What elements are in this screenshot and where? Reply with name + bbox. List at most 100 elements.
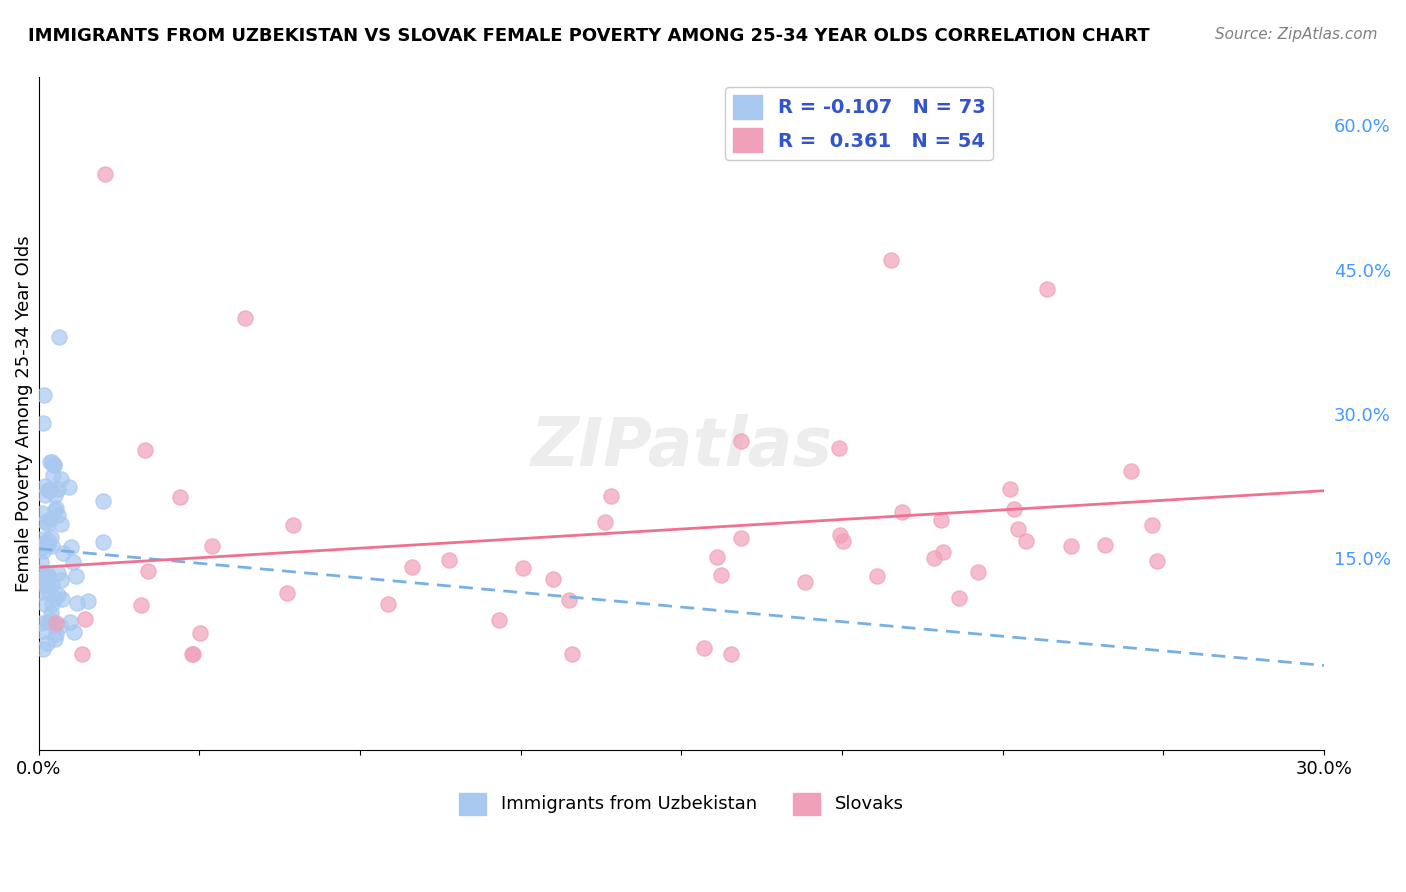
Point: [34, 515, 56, 529]
Point: [30, 555, 52, 569]
Point: [30, 576, 52, 591]
Point: [920, 137, 942, 152]
Point: [52, 546, 75, 560]
Point: [66, 596, 89, 610]
Point: [541, 572, 564, 586]
Point: [710, 568, 733, 582]
Point: [880, 252, 903, 267]
Point: [720, 647, 742, 661]
Point: [948, 591, 970, 605]
Y-axis label: Female Poverty Among 25-34 Year Olds: Female Poverty Among 25-34 Year Olds: [15, 235, 32, 592]
Point: [706, 550, 728, 565]
Point: [31, 584, 53, 599]
Point: [730, 434, 752, 449]
Point: [512, 560, 534, 574]
Point: [44, 632, 66, 647]
Point: [34, 597, 56, 611]
Point: [39, 606, 62, 620]
Point: [44, 503, 66, 517]
Point: [1002, 502, 1025, 516]
Point: [70, 647, 93, 661]
Point: [48, 330, 70, 344]
Point: [94, 167, 117, 181]
Point: [190, 626, 212, 640]
Point: [49, 516, 72, 531]
Point: [44, 591, 66, 606]
Point: [30, 532, 52, 546]
Point: [401, 559, 423, 574]
Point: [65, 568, 87, 582]
Point: [41, 539, 63, 553]
Point: [1094, 538, 1116, 552]
Point: [32, 641, 55, 656]
Point: [136, 564, 159, 578]
Point: [181, 647, 204, 661]
Point: [37, 483, 59, 497]
Point: [1060, 539, 1083, 553]
Point: [42, 468, 65, 483]
Point: [45, 501, 67, 516]
Point: [1146, 554, 1168, 568]
Point: [58, 480, 80, 494]
Text: ZIPatlas: ZIPatlas: [530, 415, 832, 481]
Point: [276, 585, 298, 599]
Point: [60, 541, 83, 555]
Point: [693, 640, 716, 655]
Point: [593, 515, 616, 529]
Point: [62, 555, 84, 569]
Point: [931, 513, 953, 527]
Point: [966, 565, 988, 579]
Point: [131, 599, 153, 613]
Point: [39, 483, 62, 497]
Point: [51, 591, 73, 606]
Point: [39, 613, 62, 627]
Point: [44, 458, 66, 472]
Point: [37, 533, 59, 547]
Point: [32, 543, 55, 558]
Point: [32, 417, 55, 431]
Point: [134, 442, 156, 457]
Point: [30, 541, 52, 556]
Point: [49, 619, 72, 633]
Point: [866, 568, 889, 582]
Point: [35, 537, 58, 551]
Point: [37, 615, 59, 629]
Point: [91, 534, 114, 549]
Point: [1119, 464, 1142, 478]
Point: [181, 647, 204, 661]
Point: [30, 573, 52, 587]
Text: IMMIGRANTS FROM UZBEKISTAN VS SLOVAK FEMALE POVERTY AMONG 25-34 YEAR OLDS CORREL: IMMIGRANTS FROM UZBEKISTAN VS SLOVAK FEM…: [28, 27, 1150, 45]
Point: [832, 534, 855, 549]
Point: [377, 598, 399, 612]
Point: [34, 537, 56, 551]
Point: [39, 530, 62, 544]
Point: [828, 528, 851, 542]
Point: [37, 517, 59, 532]
Point: [924, 551, 946, 566]
Point: [1015, 534, 1038, 549]
Point: [32, 624, 55, 639]
Text: Source: ZipAtlas.com: Source: ZipAtlas.com: [1215, 27, 1378, 42]
Point: [59, 615, 82, 629]
Point: [201, 539, 224, 553]
Point: [41, 454, 63, 468]
Point: [34, 488, 56, 502]
Point: [169, 490, 191, 504]
Point: [63, 624, 86, 639]
Point: [45, 627, 67, 641]
Point: [35, 568, 58, 582]
Point: [49, 472, 72, 486]
Point: [38, 512, 60, 526]
Point: [30, 615, 52, 630]
Point: [31, 506, 53, 520]
Point: [34, 479, 56, 493]
Point: [37, 582, 59, 597]
Point: [46, 482, 69, 496]
Point: [437, 553, 460, 567]
Point: [828, 441, 851, 455]
Point: [37, 538, 59, 552]
Point: [1007, 523, 1029, 537]
Point: [41, 577, 63, 591]
Point: [46, 588, 69, 602]
Point: [599, 489, 621, 503]
